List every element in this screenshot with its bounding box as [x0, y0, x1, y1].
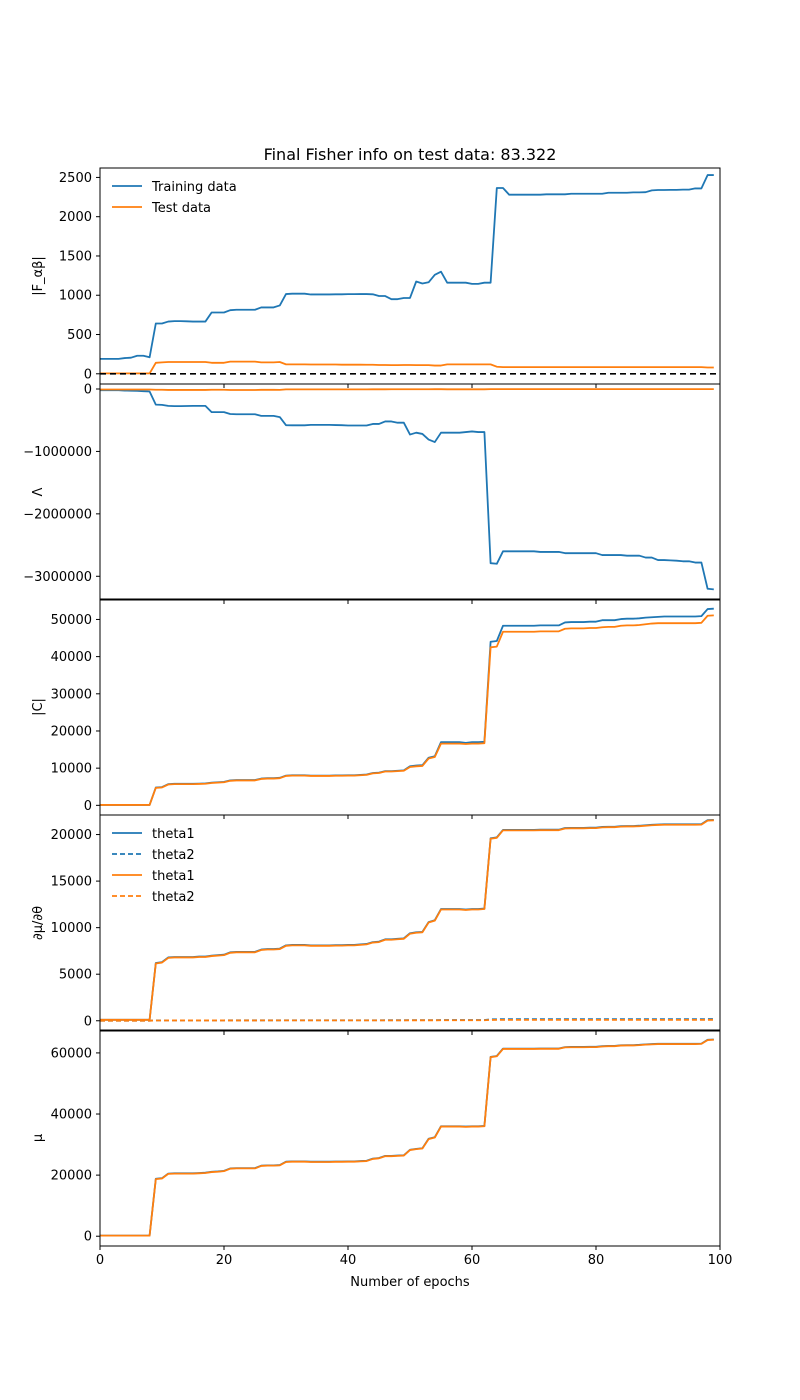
panel-1-y-tick-label-2: 500	[67, 328, 92, 343]
panel-2-y-tick-label-1: 0	[84, 382, 92, 397]
panel-1: 0 500 1000 1500 2000 2500 |F_αβ| Training data T…	[31, 167, 721, 388]
panel-4-frame	[99, 814, 721, 1032]
panel-2-y-tick-label-4: −3000000	[23, 570, 92, 585]
panel-4-series-line-3	[100, 819, 714, 1021]
panel-4-y-tick-label-3: 10000	[51, 921, 92, 936]
panel-5-y-axis-title: μ	[31, 1134, 46, 1142]
panel-3-y-tick-label-3: 20000	[51, 724, 92, 739]
panel-3-y-tick-label-2: 10000	[51, 762, 92, 777]
panel-3-y-tick-label-4: 30000	[51, 687, 92, 702]
panel-1-y-tick-label-3: 1000	[59, 289, 92, 304]
panel-1-y-tick-label-1: 0	[84, 367, 92, 382]
panel-4-legend-label-1: theta1	[152, 827, 195, 842]
panel-5-frame	[99, 1029, 721, 1247]
panel-3-y-tick-label-6: 50000	[51, 613, 92, 628]
panel-1-y-axis-title: |F_αβ|	[31, 256, 46, 296]
panel-4-legend-label-4: theta2	[152, 890, 195, 905]
x-tick-label-2: 20	[216, 1253, 233, 1268]
panel-2-series-line-2	[100, 388, 714, 391]
panel-4-y-axis-title: ∂μ/∂θ	[31, 906, 46, 940]
x-tick-label-3: 40	[340, 1253, 357, 1268]
panel-5-y-tick-label-4: 60000	[51, 1046, 92, 1061]
panel-4-y-tick-label-1: 0	[84, 1014, 92, 1029]
x-axis-title: Number of epochs	[350, 1275, 470, 1290]
panel-3-series-line-2	[100, 614, 714, 806]
panel-3-y-tick-label-1: 0	[84, 799, 92, 814]
panel-1-y-tick-label-4: 1500	[59, 249, 92, 264]
panel-1-y-tick-label-5: 2000	[59, 210, 92, 225]
x-tick-label-5: 80	[588, 1253, 605, 1268]
x-tick-label-1: 0	[96, 1253, 104, 1268]
panel-4-y-tick-label-4: 15000	[51, 875, 92, 890]
panel-2-series-line-1	[100, 389, 714, 591]
panel-2: 0 −1000000 −2000000 −3000000 Λ	[23, 382, 721, 604]
panel-5-series-line-2	[100, 1038, 714, 1237]
panel-1-legend-label-1: Training data	[151, 180, 237, 195]
panel-5-y-tick-label-3: 40000	[51, 1108, 92, 1123]
panel-4-y-tick-label-5: 20000	[51, 828, 92, 843]
panel-1-y-tick-label-6: 2500	[59, 171, 92, 186]
panel-2-frame	[99, 383, 721, 601]
panel-2-y-tick-label-3: −2000000	[23, 507, 92, 522]
panel-4-series-line-4	[100, 1018, 714, 1022]
panel-4-legend-label-3: theta1	[152, 869, 195, 884]
panel-4: 0 5000 10000 15000 20000 ∂μ/∂θ theta1 theta2 the…	[31, 814, 721, 1035]
panel-2-y-axis-title: Λ	[31, 487, 46, 496]
panel-2-y-tick-label-2: −1000000	[23, 445, 92, 460]
panel-4-legend-label-2: theta2	[152, 848, 195, 863]
chart-title: Final Fisher info on test data: 83.322	[264, 145, 557, 164]
x-tick-label-4: 60	[464, 1253, 481, 1268]
panel-5-y-tick-label-1: 0	[84, 1230, 92, 1245]
x-tick-label-6: 100	[708, 1253, 733, 1268]
panel-1-legend-label-2: Test data	[151, 201, 211, 216]
panel-5: 0 20000 40000 60000 0 20 40 60 80 100 μ	[31, 1029, 733, 1268]
panel-1-series-line-2	[100, 360, 714, 375]
panel-5-y-tick-label-2: 20000	[51, 1169, 92, 1184]
panel-4-y-tick-label-2: 5000	[59, 968, 92, 983]
panel-3-y-axis-title: |C|	[31, 698, 46, 716]
panel-1-series-line-1	[100, 174, 714, 360]
panel-3-y-tick-label-5: 40000	[51, 650, 92, 665]
